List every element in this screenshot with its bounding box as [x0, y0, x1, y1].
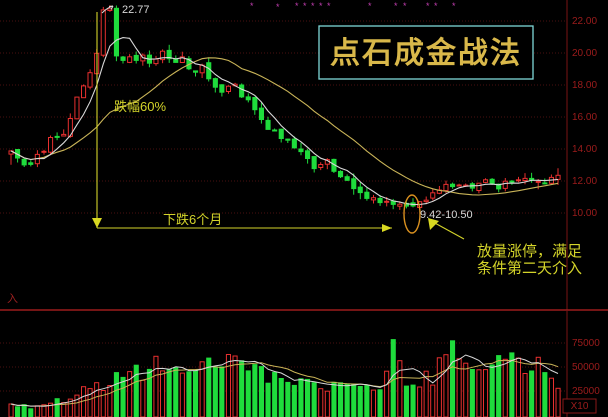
svg-text:条件第二天介入: 条件第二天介入 — [477, 259, 582, 277]
svg-text:10.00: 10.00 — [572, 208, 597, 219]
svg-text:*: * — [394, 1, 398, 11]
svg-text:入: 入 — [7, 293, 18, 305]
svg-text:*: * — [452, 1, 456, 11]
svg-text:75000: 75000 — [572, 338, 600, 349]
svg-text:22.00: 22.00 — [572, 16, 597, 27]
svg-text:X10: X10 — [571, 401, 589, 412]
svg-text:下跌6个月: 下跌6个月 — [163, 212, 222, 227]
svg-text:*: * — [250, 1, 254, 11]
svg-text:*: * — [368, 1, 372, 11]
svg-text:放量涨停，满足: 放量涨停，满足 — [477, 243, 582, 260]
svg-text:50000: 50000 — [572, 362, 600, 373]
svg-text:*: * — [276, 2, 280, 12]
svg-text:*: * — [426, 1, 430, 11]
svg-text:点石成金战法: 点石成金战法 — [330, 36, 522, 70]
svg-text:18.00: 18.00 — [572, 80, 597, 91]
svg-text:*: * — [403, 1, 407, 11]
svg-text:*: * — [327, 1, 331, 11]
svg-text:*: * — [434, 1, 438, 11]
svg-text:*: * — [303, 1, 307, 11]
svg-text:22.77: 22.77 — [122, 4, 150, 16]
svg-text:12.00: 12.00 — [572, 176, 597, 187]
svg-text:14.00: 14.00 — [572, 144, 597, 155]
svg-text:25000: 25000 — [572, 386, 600, 397]
svg-text:20.00: 20.00 — [572, 48, 597, 59]
svg-text:*: * — [319, 1, 323, 11]
svg-text:*: * — [295, 1, 299, 11]
svg-text:9.42-10.50: 9.42-10.50 — [420, 209, 473, 221]
svg-text:跌幅60%: 跌幅60% — [114, 99, 166, 114]
svg-text:*: * — [311, 1, 315, 11]
svg-text:16.00: 16.00 — [572, 112, 597, 123]
